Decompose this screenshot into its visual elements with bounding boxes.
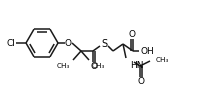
- Text: O: O: [65, 39, 72, 48]
- Text: HN: HN: [129, 61, 143, 70]
- Text: OH: OH: [140, 46, 154, 56]
- Text: CH₃: CH₃: [92, 63, 105, 69]
- Text: CH₃: CH₃: [56, 63, 70, 69]
- Text: S: S: [100, 39, 107, 49]
- Text: O: O: [90, 62, 97, 71]
- Text: CH₃: CH₃: [155, 57, 169, 63]
- Text: O: O: [128, 30, 135, 39]
- Text: O: O: [137, 77, 144, 86]
- Text: Cl: Cl: [7, 39, 15, 48]
